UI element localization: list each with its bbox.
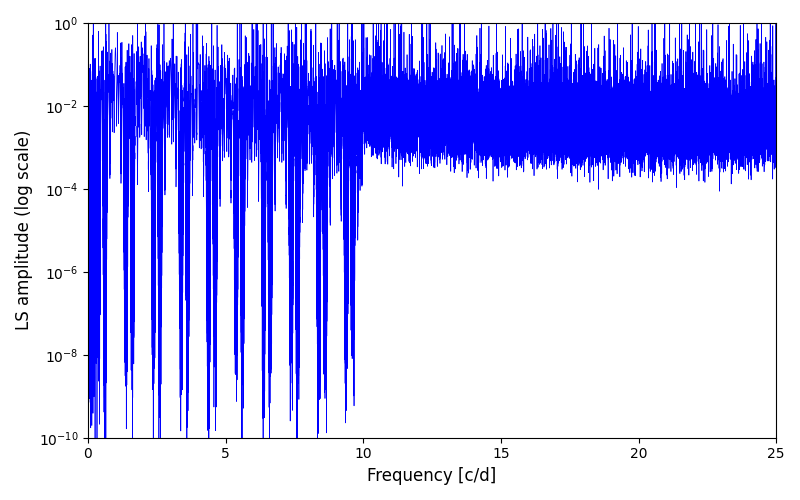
- X-axis label: Frequency [c/d]: Frequency [c/d]: [367, 467, 497, 485]
- Y-axis label: LS amplitude (log scale): LS amplitude (log scale): [15, 130, 33, 330]
